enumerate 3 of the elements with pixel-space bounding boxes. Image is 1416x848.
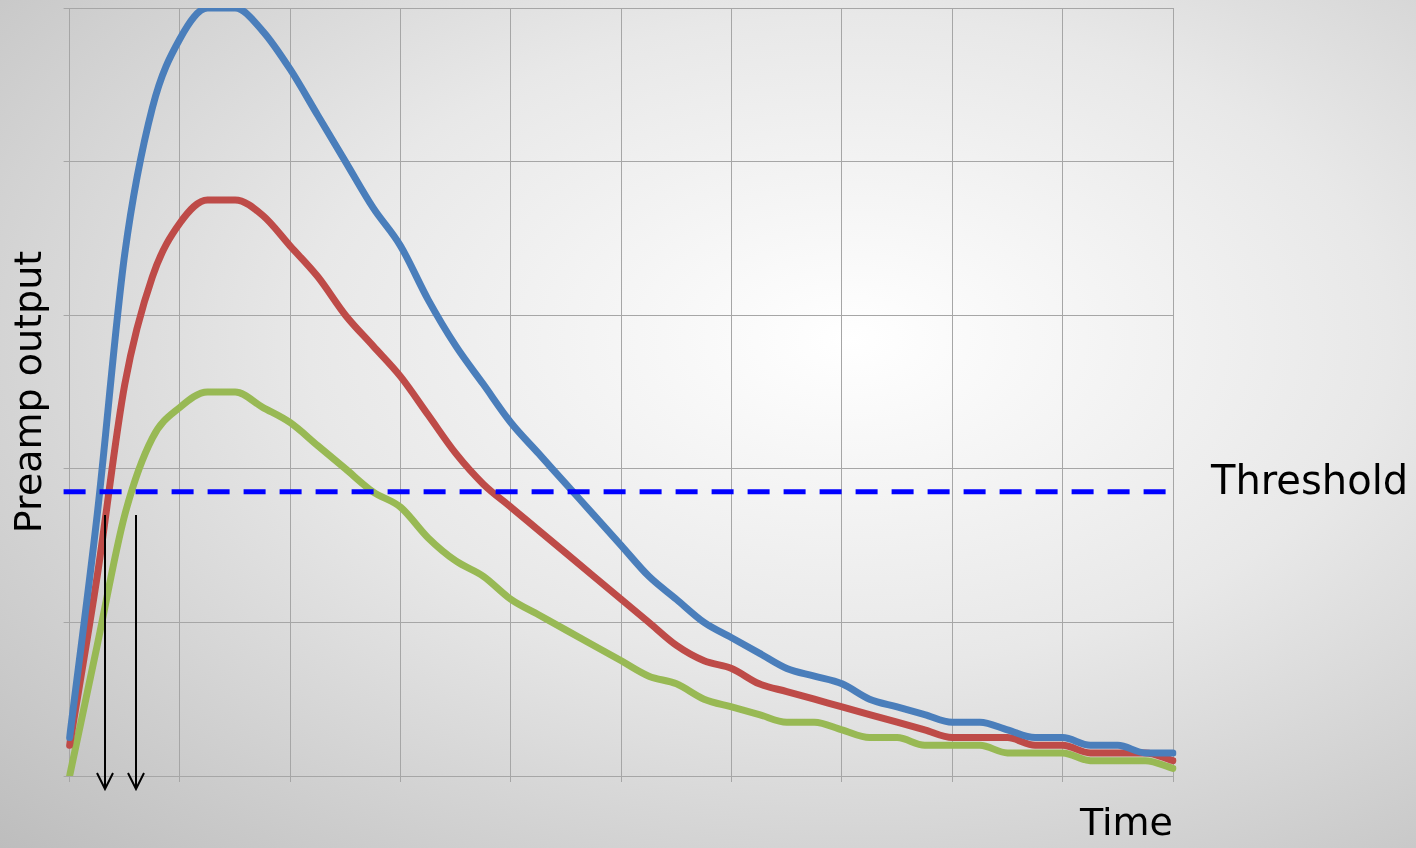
ref-line-label: Threshold bbox=[1210, 457, 1409, 504]
x-axis-title: Time bbox=[1079, 800, 1173, 845]
y-axis-title: Preamp output bbox=[5, 250, 50, 534]
